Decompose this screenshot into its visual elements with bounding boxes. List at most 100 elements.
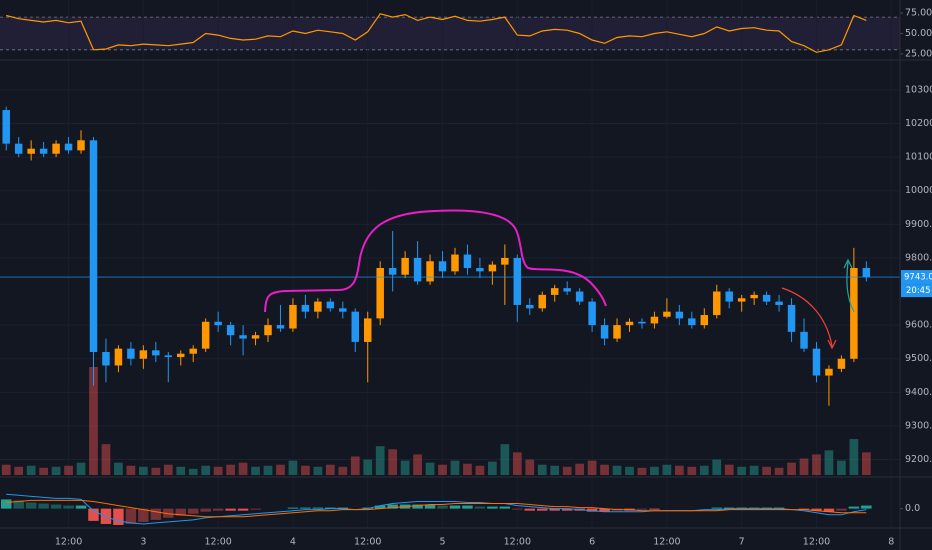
volume-bar [325,464,335,475]
candle-body [837,358,846,369]
volume-bar [849,439,859,475]
volume-bar [39,467,48,475]
countdown-box [901,284,932,298]
y-tick-label: 9500.0 [905,353,932,364]
macd-histogram-bar [462,505,473,509]
y-tick-label: 9200.0 [905,454,932,465]
volume-bar [749,465,759,475]
candle-body [526,304,534,309]
macd-histogram-bar [549,508,560,511]
macd-histogram-bar [499,506,511,509]
volume-bar [500,444,510,475]
volume-bar [313,466,323,475]
x-tick-label: 3 [140,537,146,548]
x-tick-label: 12:00 [354,537,381,548]
candle-body [376,267,384,319]
volume-bar [799,458,809,475]
volume-bar [51,466,61,475]
volume-bar [363,459,373,475]
y-tick-label: 9600.0 [905,320,932,331]
volume-bar [413,454,422,475]
volume-bar [712,459,722,475]
candle-body [800,331,808,349]
candle-body [775,301,783,305]
candle-body [201,321,210,349]
macd-histogram-bar [200,508,211,512]
volume-bar [812,454,821,475]
volume-bar [625,466,634,475]
macd-line [6,499,867,518]
macd-histogram-bar [25,502,37,509]
candle-body [326,301,335,309]
candle-body [251,335,260,339]
macd-histogram-bar [300,507,311,509]
last-price-box [901,270,932,285]
candle-body [451,254,459,272]
macd-histogram-bar [113,508,124,525]
macd-histogram-bar [0,499,12,509]
candle-body [14,143,23,154]
volume-bar [101,444,111,475]
macd-histogram-bar [374,505,386,509]
candle-body [625,321,634,326]
y-tick-label: 10200.0 [905,118,932,129]
candle-body [563,288,571,292]
candle-body [27,148,35,154]
candle-body [476,267,484,272]
y-tick-label: 10000.0 [905,185,932,196]
macd-histogram-bar [237,508,249,511]
candle-body [488,264,497,272]
macd-histogram-bar [125,508,137,524]
candle-body [588,301,596,326]
volume-bar [350,456,360,475]
volume-bar [512,452,522,475]
macd-histogram-bar [412,504,423,509]
grid-layer [0,12,903,510]
candle-body [663,311,671,317]
macd-histogram-bar [836,508,847,511]
volume-bar [488,461,497,475]
candle-body [351,311,360,342]
y-tick-label: 9900.0 [905,219,932,230]
y-tick-label: 9800.0 [905,252,932,263]
candle-body [850,267,858,359]
candle-body [600,325,609,339]
candle-body [750,294,758,299]
x-tick-label: 6 [589,537,595,548]
candle-body [762,294,771,302]
volume-bar [14,466,24,475]
candle-body [152,350,160,356]
volume-bar [64,465,73,475]
macd-histogram-bar [823,508,835,512]
annotation-curve [264,209,607,313]
candle-body [164,355,173,358]
candle-body [314,301,322,312]
macd-histogram-bar [811,508,822,511]
volume-bar [89,367,98,475]
macd-histogram-bar [487,506,498,509]
candle-body [214,321,222,326]
macd-histogram-bar [537,508,548,511]
candle-body [276,325,285,329]
candle-body [339,308,347,312]
candle-body [64,143,73,151]
volume-bar [463,463,472,475]
y-tick-label: 0.0 [905,503,920,514]
volume-bar [114,462,123,475]
volume-bar [301,465,310,475]
macd-histogram-bar [861,505,872,509]
volume-bar [837,460,846,475]
volume-bar [637,467,647,475]
x-tick-label: 8 [888,537,894,548]
macd-line [6,493,867,525]
volume-bar [126,465,136,475]
macd-histogram-bar [636,508,648,510]
macd-histogram-bar [387,504,398,509]
candle-body [650,316,659,324]
volume-bar [151,467,161,475]
macd-histogram-bar [287,507,299,509]
volume-bar [76,462,86,475]
candle-body [226,325,235,336]
